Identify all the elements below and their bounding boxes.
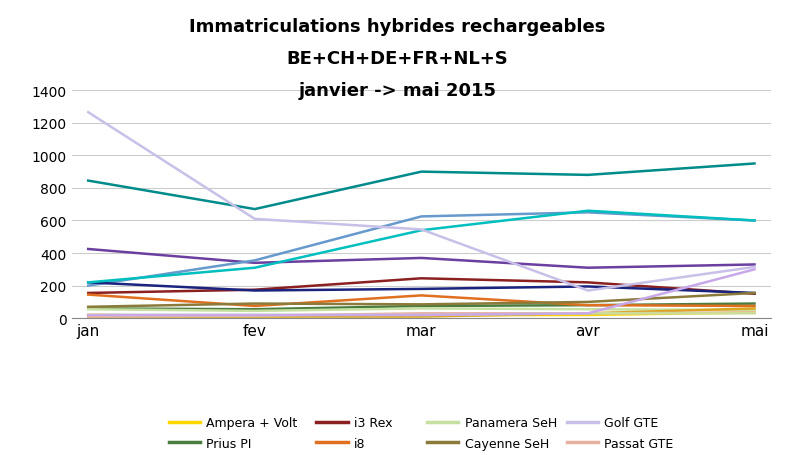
Text: janvier -> mai 2015: janvier -> mai 2015 xyxy=(298,82,497,100)
Text: BE+CH+DE+FR+NL+S: BE+CH+DE+FR+NL+S xyxy=(287,50,508,68)
Legend: Ampera + Volt, Prius PI, V60 PIH, Outlander PHEV, i3 Rex, i8, 2AT PHEV, X5 Plug-: Ampera + Volt, Prius PI, V60 PIH, Outlan… xyxy=(164,411,679,455)
Text: Immatriculations hybrides rechargeables: Immatriculations hybrides rechargeables xyxy=(189,18,606,36)
